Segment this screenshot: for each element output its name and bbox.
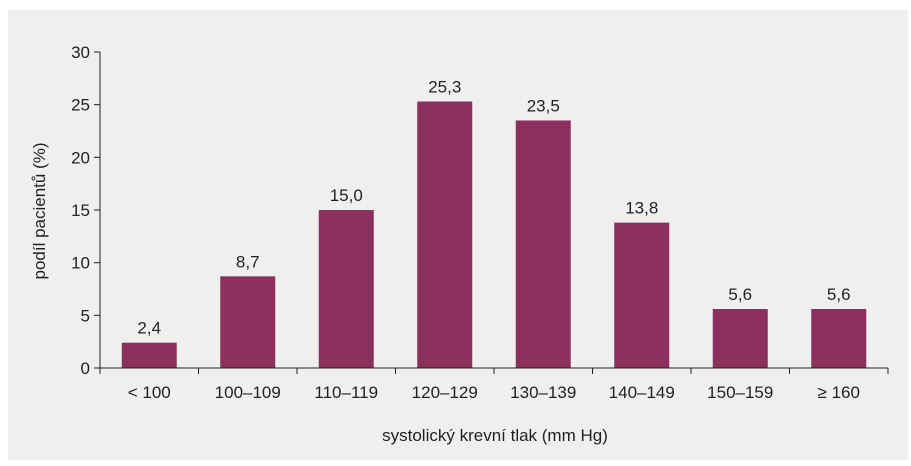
x-tick-label: < 100: [128, 383, 171, 402]
y-tick-label: 10: [71, 254, 90, 273]
bar: [515, 120, 571, 368]
y-tick-label: 15: [71, 201, 90, 220]
bar: [121, 342, 177, 368]
x-tick-label: 130–139: [510, 383, 576, 402]
x-tick-label: 140–149: [609, 383, 675, 402]
y-tick-label: 25: [71, 96, 90, 115]
bar: [614, 222, 670, 368]
x-tick-label: 100–109: [215, 383, 281, 402]
bar: [811, 309, 867, 368]
y-tick-label: 20: [71, 148, 90, 167]
data-label: 5,6: [728, 285, 752, 304]
y-tick-label: 30: [71, 43, 90, 62]
data-label: 15,0: [330, 186, 363, 205]
bar: [417, 101, 473, 369]
bar: [220, 276, 276, 368]
data-label: 25,3: [428, 78, 461, 97]
data-label: 8,7: [236, 252, 260, 271]
data-label: 2,4: [137, 319, 161, 338]
x-axis: < 100 100–109 110–119 120–129 130–139 140–149…: [99, 367, 889, 402]
x-tick-label: 120–129: [412, 383, 478, 402]
data-label: 23,5: [527, 96, 560, 115]
y-tick-label: 0: [81, 359, 90, 378]
plot-area: 2,4 8,7 15,0 25,3 23,5 13,8 5,6 5,6: [121, 78, 867, 369]
x-axis-title: systolický krevní tlak (mm Hg): [382, 426, 608, 445]
bar: [712, 309, 768, 368]
data-label: 13,8: [625, 199, 658, 218]
y-axis: 0 5 10 15 20 25 30: [71, 43, 101, 378]
y-tick-label: 5: [81, 306, 90, 325]
x-tick-label: ≥ 160: [818, 383, 860, 402]
x-tick-label: 150–159: [707, 383, 773, 402]
data-label: 5,6: [827, 285, 851, 304]
y-axis-title: podíl pacientů (%): [30, 142, 49, 279]
bar: [318, 210, 374, 368]
x-tick-label: 110–119: [314, 383, 378, 402]
